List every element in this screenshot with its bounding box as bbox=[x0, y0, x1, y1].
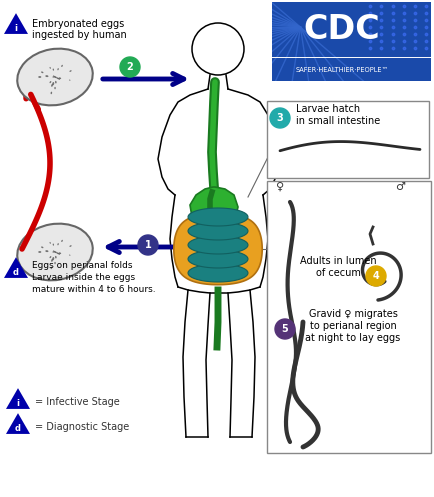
Text: d: d bbox=[15, 423, 21, 432]
Circle shape bbox=[365, 266, 385, 286]
Text: 3: 3 bbox=[276, 113, 283, 123]
Text: at night to lay eggs: at night to lay eggs bbox=[305, 333, 400, 343]
Ellipse shape bbox=[54, 262, 56, 264]
Ellipse shape bbox=[38, 251, 41, 253]
Text: 4: 4 bbox=[372, 271, 378, 281]
Polygon shape bbox=[190, 187, 237, 227]
Ellipse shape bbox=[38, 76, 41, 78]
Ellipse shape bbox=[41, 72, 43, 73]
Ellipse shape bbox=[51, 259, 53, 262]
Polygon shape bbox=[187, 222, 247, 240]
Text: = Infective Stage: = Infective Stage bbox=[35, 397, 119, 407]
Text: Adults in lumen: Adults in lumen bbox=[299, 256, 375, 266]
Ellipse shape bbox=[45, 250, 48, 252]
Polygon shape bbox=[187, 236, 247, 254]
Text: SAFER·HEALTHIER·PEOPLE™: SAFER·HEALTHIER·PEOPLE™ bbox=[295, 67, 388, 73]
Text: Larvae hatch: Larvae hatch bbox=[295, 104, 359, 114]
Ellipse shape bbox=[69, 80, 70, 81]
Ellipse shape bbox=[17, 224, 92, 280]
Ellipse shape bbox=[53, 244, 54, 246]
Text: Larvae inside the eggs: Larvae inside the eggs bbox=[32, 272, 135, 281]
Polygon shape bbox=[187, 250, 247, 268]
Ellipse shape bbox=[49, 67, 51, 69]
Text: CDC: CDC bbox=[302, 13, 379, 46]
Ellipse shape bbox=[54, 251, 57, 253]
Ellipse shape bbox=[59, 78, 61, 79]
Ellipse shape bbox=[57, 68, 59, 70]
Ellipse shape bbox=[52, 77, 54, 78]
Polygon shape bbox=[187, 208, 247, 226]
Ellipse shape bbox=[56, 252, 59, 254]
Ellipse shape bbox=[69, 254, 70, 255]
Ellipse shape bbox=[49, 256, 51, 258]
Ellipse shape bbox=[53, 69, 54, 71]
Polygon shape bbox=[6, 413, 30, 434]
FancyBboxPatch shape bbox=[271, 2, 430, 81]
Text: in small intestine: in small intestine bbox=[295, 116, 379, 126]
Ellipse shape bbox=[61, 240, 62, 242]
Ellipse shape bbox=[58, 78, 60, 80]
Text: i: i bbox=[14, 23, 17, 33]
Text: Gravid ♀ migrates: Gravid ♀ migrates bbox=[308, 309, 397, 319]
Text: to perianal region: to perianal region bbox=[309, 321, 395, 331]
Ellipse shape bbox=[52, 257, 54, 260]
Ellipse shape bbox=[53, 250, 55, 252]
Ellipse shape bbox=[54, 87, 56, 89]
Text: = Diagnostic Stage: = Diagnostic Stage bbox=[35, 422, 129, 432]
FancyBboxPatch shape bbox=[266, 101, 428, 178]
Polygon shape bbox=[6, 388, 30, 409]
Ellipse shape bbox=[57, 243, 59, 246]
Polygon shape bbox=[4, 13, 28, 34]
Ellipse shape bbox=[17, 49, 92, 105]
Text: 1: 1 bbox=[144, 240, 151, 250]
Ellipse shape bbox=[50, 91, 52, 94]
Circle shape bbox=[274, 319, 294, 339]
Ellipse shape bbox=[55, 81, 56, 83]
Ellipse shape bbox=[49, 81, 51, 83]
Ellipse shape bbox=[50, 267, 52, 269]
Ellipse shape bbox=[41, 247, 43, 248]
Text: mature within 4 to 6 hours.: mature within 4 to 6 hours. bbox=[32, 284, 155, 294]
Text: 5: 5 bbox=[281, 324, 288, 334]
Ellipse shape bbox=[58, 253, 60, 255]
Polygon shape bbox=[4, 257, 28, 278]
Text: ♀: ♀ bbox=[275, 182, 283, 192]
Text: d: d bbox=[13, 267, 19, 277]
FancyBboxPatch shape bbox=[266, 181, 430, 453]
Ellipse shape bbox=[54, 77, 56, 78]
Ellipse shape bbox=[52, 251, 54, 252]
Polygon shape bbox=[174, 213, 262, 285]
Ellipse shape bbox=[56, 77, 59, 79]
Ellipse shape bbox=[52, 82, 54, 85]
Text: Embryonated eggs: Embryonated eggs bbox=[32, 19, 124, 29]
Ellipse shape bbox=[51, 84, 53, 87]
Circle shape bbox=[270, 108, 289, 128]
Ellipse shape bbox=[69, 70, 72, 72]
Ellipse shape bbox=[59, 252, 61, 254]
Ellipse shape bbox=[54, 76, 57, 78]
Ellipse shape bbox=[61, 65, 62, 67]
Ellipse shape bbox=[69, 245, 72, 247]
Ellipse shape bbox=[54, 251, 56, 252]
Text: Eggs on perianal folds: Eggs on perianal folds bbox=[32, 260, 132, 269]
Ellipse shape bbox=[55, 256, 56, 258]
Ellipse shape bbox=[53, 76, 55, 77]
Polygon shape bbox=[187, 264, 247, 282]
Text: of cecum: of cecum bbox=[315, 268, 360, 278]
Circle shape bbox=[120, 57, 140, 77]
Ellipse shape bbox=[49, 242, 51, 244]
Text: i: i bbox=[16, 399, 20, 408]
Ellipse shape bbox=[45, 75, 48, 77]
Text: ♂: ♂ bbox=[394, 182, 404, 192]
Circle shape bbox=[138, 235, 158, 255]
Text: ingested by human: ingested by human bbox=[32, 30, 126, 40]
Text: 2: 2 bbox=[126, 62, 133, 72]
